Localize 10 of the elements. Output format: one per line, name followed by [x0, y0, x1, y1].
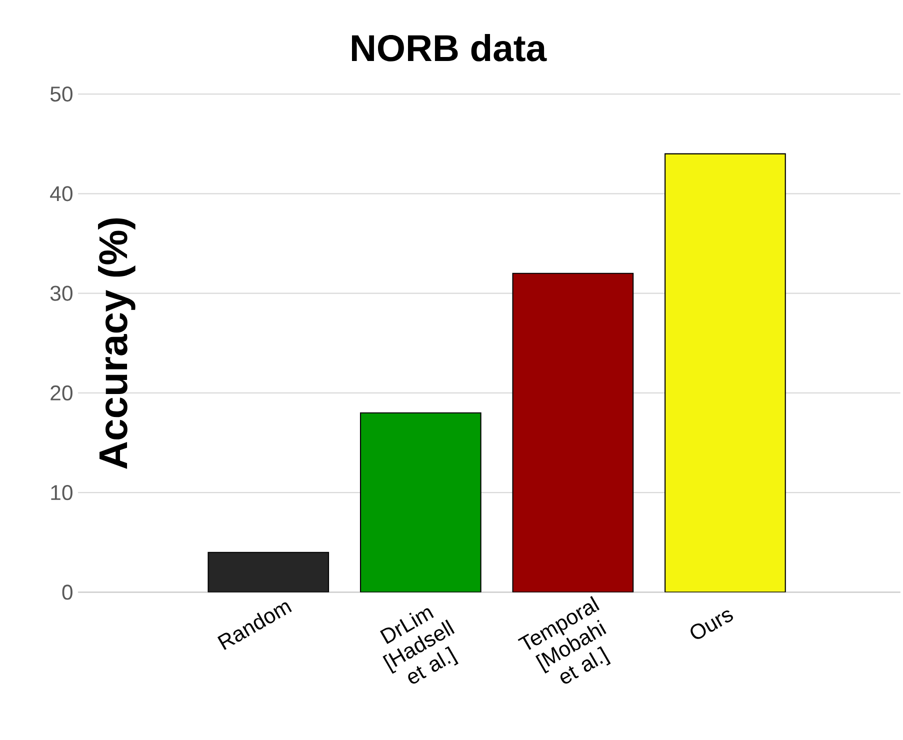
- y-tick-label: 0: [62, 584, 72, 600]
- bar: [208, 552, 330, 592]
- y-tick-label: 40: [50, 186, 72, 202]
- chart-title: NORB data: [352, 34, 547, 62]
- y-tick-label: 20: [50, 385, 72, 400]
- y-tick-label: 30: [50, 286, 72, 301]
- y-tick-label: 10: [51, 484, 72, 500]
- x-tick-label: Ours: [690, 610, 733, 639]
- y-tick-label: 50: [50, 86, 72, 102]
- y-axis-title: Accuracy (%): [98, 218, 136, 469]
